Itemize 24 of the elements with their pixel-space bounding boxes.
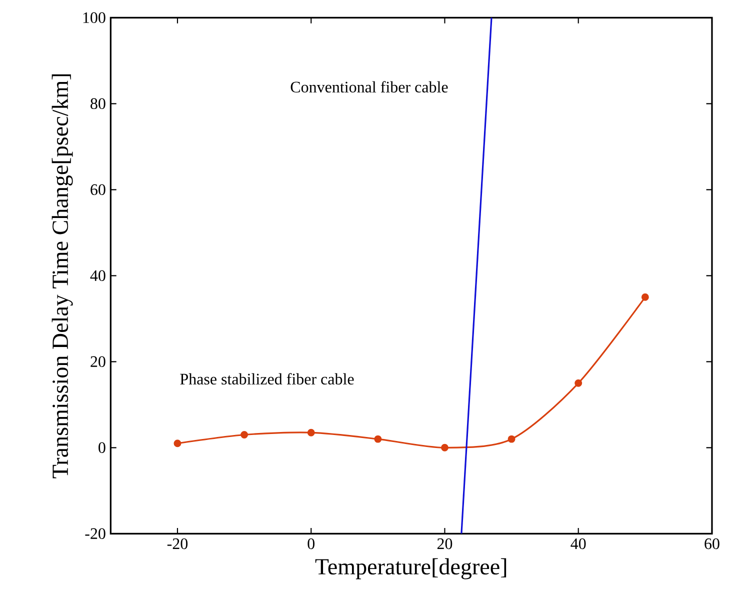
x-tick-label: 40 [570, 538, 586, 550]
y-tick-label: 100 [83, 12, 106, 24]
x-tick-label: 60 [704, 538, 720, 550]
y-tick-label: 80 [90, 98, 106, 110]
point [307, 428, 315, 436]
y-axis-title: Transmission Delay Time Change[psec/km] [52, 74, 73, 478]
x-tick-label: -20 [167, 538, 188, 550]
y-tick-label: 20 [90, 356, 106, 368]
x-axis-title: Temperature[degree] [315, 558, 506, 580]
y-tick-label: 60 [90, 184, 106, 196]
y-tick-label: -20 [85, 528, 106, 540]
point [508, 435, 516, 443]
point [574, 379, 582, 387]
point [641, 293, 649, 301]
point [440, 444, 448, 452]
point [174, 440, 182, 448]
y-tick-label: 0 [98, 442, 106, 454]
annotation: Conventional fiber cable [290, 81, 448, 93]
point [374, 435, 382, 443]
x-tick-label: 20 [437, 538, 452, 550]
annotation: Phase stabilized fiber cable [180, 373, 354, 385]
x-tick-label: 0 [308, 538, 314, 550]
point [240, 431, 248, 438]
y-tick-label: 40 [90, 270, 106, 282]
